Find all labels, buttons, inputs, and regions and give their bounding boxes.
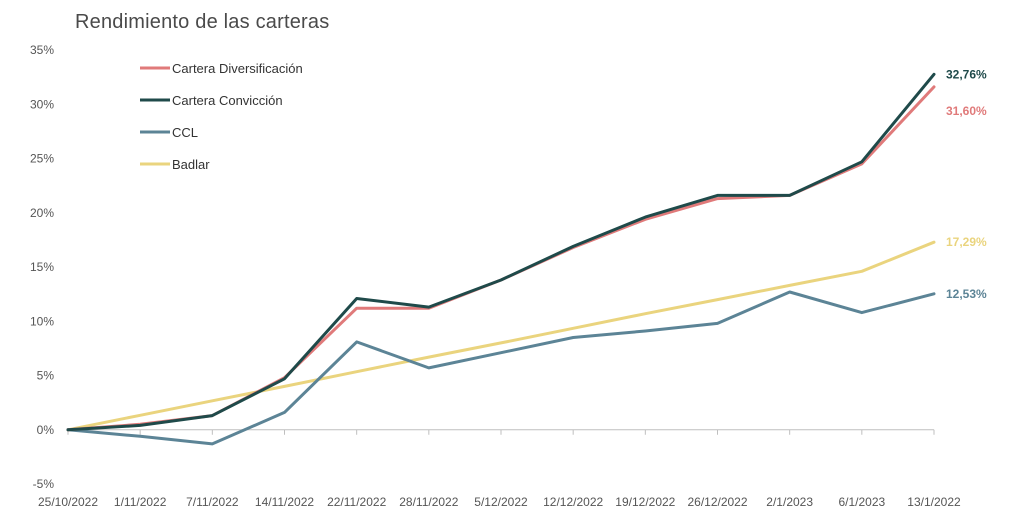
x-tick-label: 22/11/2022 [327,495,386,509]
series-line-cartera-convicción [66,72,936,432]
x-tick-label: 2/1/2023 [766,495,813,509]
series-line-badlar [66,240,936,432]
legend-label: CCL [172,125,198,140]
x-tick-label: 28/11/2022 [399,495,458,509]
chart-title: Rendimiento de las carteras [75,11,330,33]
y-tick-label: 5% [37,369,55,383]
y-axis: -5% 0% 5% 10% 15% 20% 25% 30% 35% [30,43,54,491]
y-tick-label: 25% [30,152,54,166]
x-tick-label: 13/1/2022 [907,495,961,509]
end-label: 12,53% [946,287,987,301]
y-tick-label: 15% [30,260,54,274]
series-lines [66,72,936,446]
end-labels: 31,60% 32,76% 12,53% 17,29% [946,67,987,300]
end-label: 17,29% [946,235,987,249]
legend-label: Cartera Convicción [172,93,283,108]
end-label: 32,76% [946,67,987,81]
y-tick-label: 35% [30,43,54,57]
x-tick-label: 5/12/2022 [474,495,528,509]
y-tick-label: 0% [37,423,55,437]
series-line-ccl [66,290,936,446]
legend: Cartera Diversificación Cartera Convicció… [140,61,303,172]
x-tick-label: 26/12/2022 [687,495,747,509]
x-tick-label: 12/12/2022 [543,495,603,509]
legend-label: Badlar [172,157,210,172]
x-tick-label: 7/11/2022 [186,495,239,509]
end-label: 31,60% [946,104,987,118]
y-tick-label: 10% [30,314,54,328]
x-tick-label: 6/1/2023 [838,495,885,509]
x-axis: 25/10/2022 1/11/2022 7/11/2022 14/11/2022 22… [38,429,961,509]
y-tick-label: 30% [30,97,54,111]
x-tick-label: 1/11/2022 [114,495,167,509]
legend-label: Cartera Diversificación [172,61,303,76]
x-tick-label: 19/12/2022 [615,495,675,509]
x-tick-label: 14/11/2022 [255,495,314,509]
y-tick-label: 20% [30,206,54,220]
y-tick-label: -5% [33,477,55,491]
x-tick-label: 25/10/2022 [38,495,98,509]
